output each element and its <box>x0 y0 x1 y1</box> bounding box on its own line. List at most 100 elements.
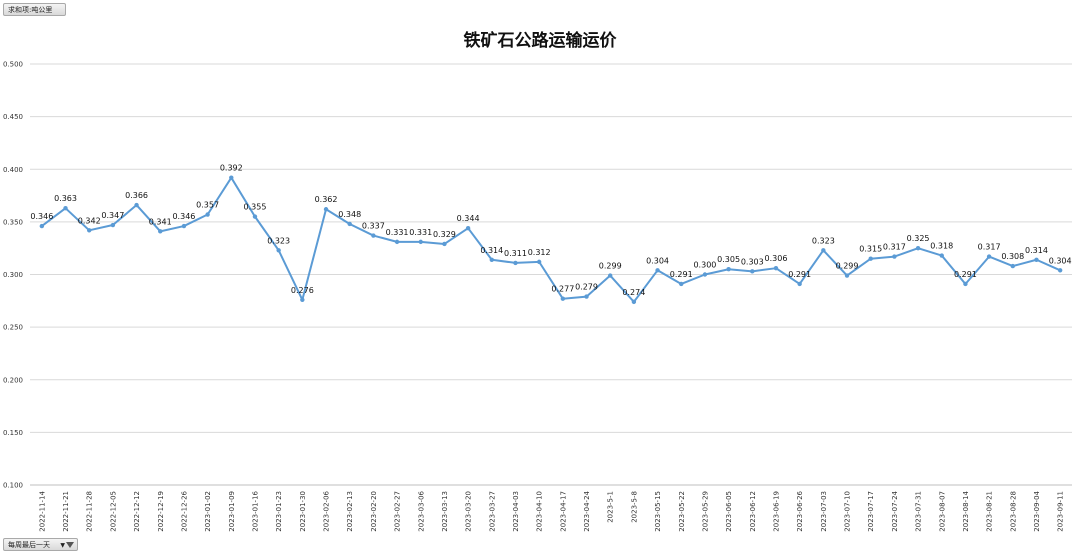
x-tick-label: 2023-03-27 <box>488 491 496 532</box>
data-point <box>892 254 897 259</box>
data-labels: 0.3460.3630.3420.3470.3660.3410.3460.357… <box>30 164 1071 297</box>
y-tick-label: 0.400 <box>3 166 23 174</box>
data-point <box>797 281 802 287</box>
x-tick-label: 2023-04-17 <box>559 491 567 532</box>
x-tick-label: 2023-09-04 <box>1033 490 1041 531</box>
data-point <box>63 205 68 211</box>
data-point <box>465 225 471 231</box>
data-label: 0.303 <box>741 257 764 266</box>
data-point <box>276 248 281 253</box>
filter-icon <box>66 542 74 548</box>
data-point <box>394 239 400 245</box>
value-field-button[interactable]: 求和项:吨公里 <box>3 3 66 16</box>
data-point <box>418 239 423 245</box>
x-tick-label: 2023-09-11 <box>1057 491 1065 532</box>
data-label: 0.347 <box>101 211 124 220</box>
x-axis: 2022-11-14 2022-11-21 2022-11-28 2022-12-05… <box>38 490 1064 531</box>
data-label: 0.279 <box>575 283 598 292</box>
data-point <box>300 297 305 302</box>
dropdown-arrow-icon: ▼ <box>60 542 65 549</box>
data-label: 0.323 <box>267 236 290 245</box>
data-label: 0.276 <box>291 286 314 295</box>
data-label: 0.317 <box>978 243 1001 252</box>
data-point <box>110 222 116 228</box>
data-label: 0.311 <box>504 249 527 258</box>
data-label: 0.314 <box>1025 246 1048 255</box>
value-field-label: 求和项:吨公里 <box>8 6 53 14</box>
x-tick-label: 2023-07-24 <box>891 490 899 531</box>
data-point <box>1034 257 1039 262</box>
data-label: 0.291 <box>670 270 693 279</box>
data-point <box>726 267 731 272</box>
data-label: 0.344 <box>457 214 480 223</box>
x-tick-label: 2023-04-10 <box>536 491 544 532</box>
data-label: 0.304 <box>646 256 669 265</box>
data-label: 0.363 <box>54 194 77 203</box>
data-point <box>1010 263 1015 269</box>
y-tick-label: 0.500 <box>3 61 23 69</box>
data-label: 0.317 <box>883 243 906 252</box>
data-point <box>489 257 494 262</box>
x-tick-label: 2023-05-29 <box>701 491 709 532</box>
y-tick-label: 0.150 <box>3 429 23 437</box>
data-label: 0.342 <box>78 216 101 225</box>
y-tick-label: 0.350 <box>3 218 23 226</box>
y-tick-label: 0.300 <box>3 271 23 279</box>
x-tick-label: 2023-04-24 <box>583 490 591 531</box>
x-tick-label: 2023-01-23 <box>275 491 283 532</box>
x-tick-label: 2022-12-19 <box>157 491 165 532</box>
x-tick-label: 2023-06-12 <box>749 491 757 532</box>
data-point <box>347 221 352 227</box>
data-label: 0.315 <box>859 245 882 254</box>
x-tick-label: 2023-06-19 <box>772 491 780 532</box>
y-axis: 0.100 0.150 0.200 0.250 0.300 0.350 0.400 0.450… <box>3 61 23 490</box>
data-point <box>134 202 139 208</box>
x-tick-label: 2023-06-05 <box>725 491 733 532</box>
x-tick-label: 2023-02-13 <box>346 491 354 532</box>
x-tick-label: 2023-08-14 <box>962 490 970 531</box>
data-point <box>1057 268 1063 273</box>
data-label: 0.357 <box>196 201 219 210</box>
data-label: 0.355 <box>244 203 267 212</box>
data-point <box>915 245 921 251</box>
data-point <box>608 273 613 278</box>
data-point <box>181 223 187 229</box>
data-label: 0.323 <box>812 236 835 245</box>
data-point <box>229 175 234 180</box>
date-filter-button[interactable]: 每周最后一天 ▼ <box>3 538 78 551</box>
data-label: 0.346 <box>172 212 195 221</box>
data-label: 0.337 <box>362 222 385 231</box>
x-tick-label: 2023-5-1 <box>607 491 615 523</box>
data-point <box>584 294 589 299</box>
x-tick-label: 2023-5-8 <box>630 491 638 523</box>
x-tick-label: 2023-03-06 <box>417 490 425 531</box>
data-label: 0.277 <box>551 285 574 294</box>
data-label: 0.318 <box>930 242 953 251</box>
data-point <box>702 272 708 277</box>
data-label: 0.341 <box>149 217 172 226</box>
data-point <box>252 214 258 219</box>
data-point <box>655 268 660 273</box>
y-tick-label: 0.200 <box>3 376 23 384</box>
data-point <box>87 228 92 233</box>
series-line <box>41 176 1061 303</box>
x-tick-label: 2023-03-13 <box>441 491 449 532</box>
y-tick-label: 0.250 <box>3 324 23 332</box>
data-label: 0.331 <box>409 228 432 237</box>
x-tick-label: 2022-12-05 <box>109 491 117 532</box>
x-tick-label: 2023-07-31 <box>915 491 923 532</box>
data-label: 0.362 <box>315 195 338 204</box>
data-label: 0.329 <box>433 230 456 239</box>
data-label: 0.392 <box>220 164 243 173</box>
y-tick-label: 0.100 <box>3 482 23 490</box>
data-label: 0.346 <box>30 212 53 221</box>
data-point <box>323 207 329 212</box>
x-tick-label: 2023-01-30 <box>299 491 307 532</box>
data-label: 0.299 <box>836 262 859 271</box>
x-tick-label: 2022-12-12 <box>133 491 141 532</box>
data-label: 0.366 <box>125 191 148 200</box>
data-point <box>39 223 45 229</box>
data-label: 0.312 <box>528 248 551 257</box>
data-label: 0.299 <box>599 262 622 271</box>
